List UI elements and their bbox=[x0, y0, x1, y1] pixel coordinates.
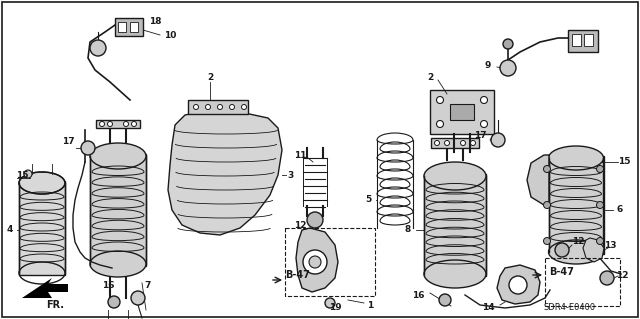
Circle shape bbox=[325, 298, 335, 308]
Text: 19: 19 bbox=[329, 303, 341, 313]
Bar bbox=[96, 120, 140, 128]
Circle shape bbox=[90, 40, 106, 56]
Text: 5: 5 bbox=[365, 196, 371, 204]
Text: 3: 3 bbox=[287, 170, 293, 180]
Text: 12: 12 bbox=[572, 238, 584, 247]
Circle shape bbox=[303, 250, 327, 274]
Text: 6: 6 bbox=[617, 205, 623, 214]
Text: 2: 2 bbox=[207, 73, 213, 83]
Circle shape bbox=[108, 122, 113, 127]
Ellipse shape bbox=[424, 162, 486, 190]
Bar bbox=[90, 154, 146, 266]
Ellipse shape bbox=[548, 146, 604, 170]
Bar bbox=[572, 34, 581, 46]
Text: 14: 14 bbox=[482, 303, 494, 313]
Text: 17: 17 bbox=[61, 137, 74, 146]
Circle shape bbox=[309, 256, 321, 268]
Text: 15: 15 bbox=[16, 170, 28, 180]
Polygon shape bbox=[497, 265, 540, 304]
Circle shape bbox=[509, 276, 527, 294]
Ellipse shape bbox=[548, 240, 604, 264]
Circle shape bbox=[131, 291, 145, 305]
Text: 4: 4 bbox=[7, 226, 13, 234]
Text: 7: 7 bbox=[145, 280, 151, 290]
Bar bbox=[19, 181, 65, 275]
Circle shape bbox=[555, 243, 569, 257]
Circle shape bbox=[193, 105, 198, 109]
Polygon shape bbox=[168, 110, 282, 235]
Text: 12: 12 bbox=[616, 271, 628, 280]
Circle shape bbox=[461, 140, 465, 145]
Ellipse shape bbox=[424, 260, 486, 288]
Text: B-47: B-47 bbox=[285, 270, 310, 280]
Circle shape bbox=[470, 140, 476, 145]
Bar bbox=[430, 90, 494, 134]
Text: SDR4-E0400: SDR4-E0400 bbox=[544, 303, 596, 313]
Bar bbox=[115, 18, 143, 36]
Circle shape bbox=[124, 122, 129, 127]
Text: 17: 17 bbox=[474, 130, 486, 139]
Ellipse shape bbox=[90, 251, 146, 277]
Bar bbox=[431, 138, 479, 148]
Polygon shape bbox=[22, 278, 68, 298]
Bar bbox=[188, 100, 248, 114]
Circle shape bbox=[241, 105, 246, 109]
Ellipse shape bbox=[19, 172, 65, 194]
Circle shape bbox=[596, 166, 604, 173]
Bar bbox=[118, 22, 126, 32]
Circle shape bbox=[307, 212, 323, 228]
Text: 13: 13 bbox=[604, 241, 616, 249]
Bar bbox=[549, 156, 604, 254]
Bar bbox=[568, 30, 598, 52]
Circle shape bbox=[600, 271, 614, 285]
Bar bbox=[545, 258, 620, 306]
Text: B-47: B-47 bbox=[550, 267, 575, 277]
Bar bbox=[130, 22, 138, 32]
Polygon shape bbox=[583, 238, 604, 262]
Circle shape bbox=[436, 97, 444, 103]
Circle shape bbox=[481, 97, 488, 103]
Circle shape bbox=[218, 105, 223, 109]
Circle shape bbox=[99, 122, 104, 127]
Circle shape bbox=[131, 122, 136, 127]
Circle shape bbox=[500, 60, 516, 76]
Circle shape bbox=[445, 140, 449, 145]
Circle shape bbox=[543, 202, 550, 209]
Text: 9: 9 bbox=[485, 61, 491, 70]
Ellipse shape bbox=[90, 143, 146, 169]
Circle shape bbox=[596, 238, 604, 244]
Circle shape bbox=[543, 166, 550, 173]
Circle shape bbox=[24, 170, 32, 178]
Circle shape bbox=[230, 105, 234, 109]
Circle shape bbox=[543, 238, 550, 244]
Circle shape bbox=[491, 133, 505, 147]
Text: 1: 1 bbox=[367, 300, 373, 309]
Circle shape bbox=[436, 121, 444, 128]
Bar bbox=[285, 228, 375, 296]
Circle shape bbox=[503, 39, 513, 49]
Bar bbox=[424, 174, 486, 276]
Circle shape bbox=[481, 121, 488, 128]
Text: 15: 15 bbox=[618, 158, 630, 167]
Text: 10: 10 bbox=[164, 31, 176, 40]
Polygon shape bbox=[296, 228, 338, 292]
Text: 11: 11 bbox=[294, 151, 307, 160]
Circle shape bbox=[205, 105, 211, 109]
Circle shape bbox=[439, 294, 451, 306]
Circle shape bbox=[435, 140, 440, 145]
Bar bbox=[584, 34, 593, 46]
Text: FR.: FR. bbox=[46, 300, 64, 310]
Polygon shape bbox=[527, 155, 549, 205]
Circle shape bbox=[81, 141, 95, 155]
Text: 18: 18 bbox=[148, 18, 161, 26]
Text: 16: 16 bbox=[412, 291, 424, 300]
Bar bbox=[450, 104, 474, 120]
Circle shape bbox=[108, 296, 120, 308]
Text: 8: 8 bbox=[405, 226, 411, 234]
Circle shape bbox=[596, 202, 604, 209]
Text: 12: 12 bbox=[294, 220, 307, 229]
Text: 16: 16 bbox=[102, 280, 115, 290]
Text: 2: 2 bbox=[427, 73, 433, 83]
